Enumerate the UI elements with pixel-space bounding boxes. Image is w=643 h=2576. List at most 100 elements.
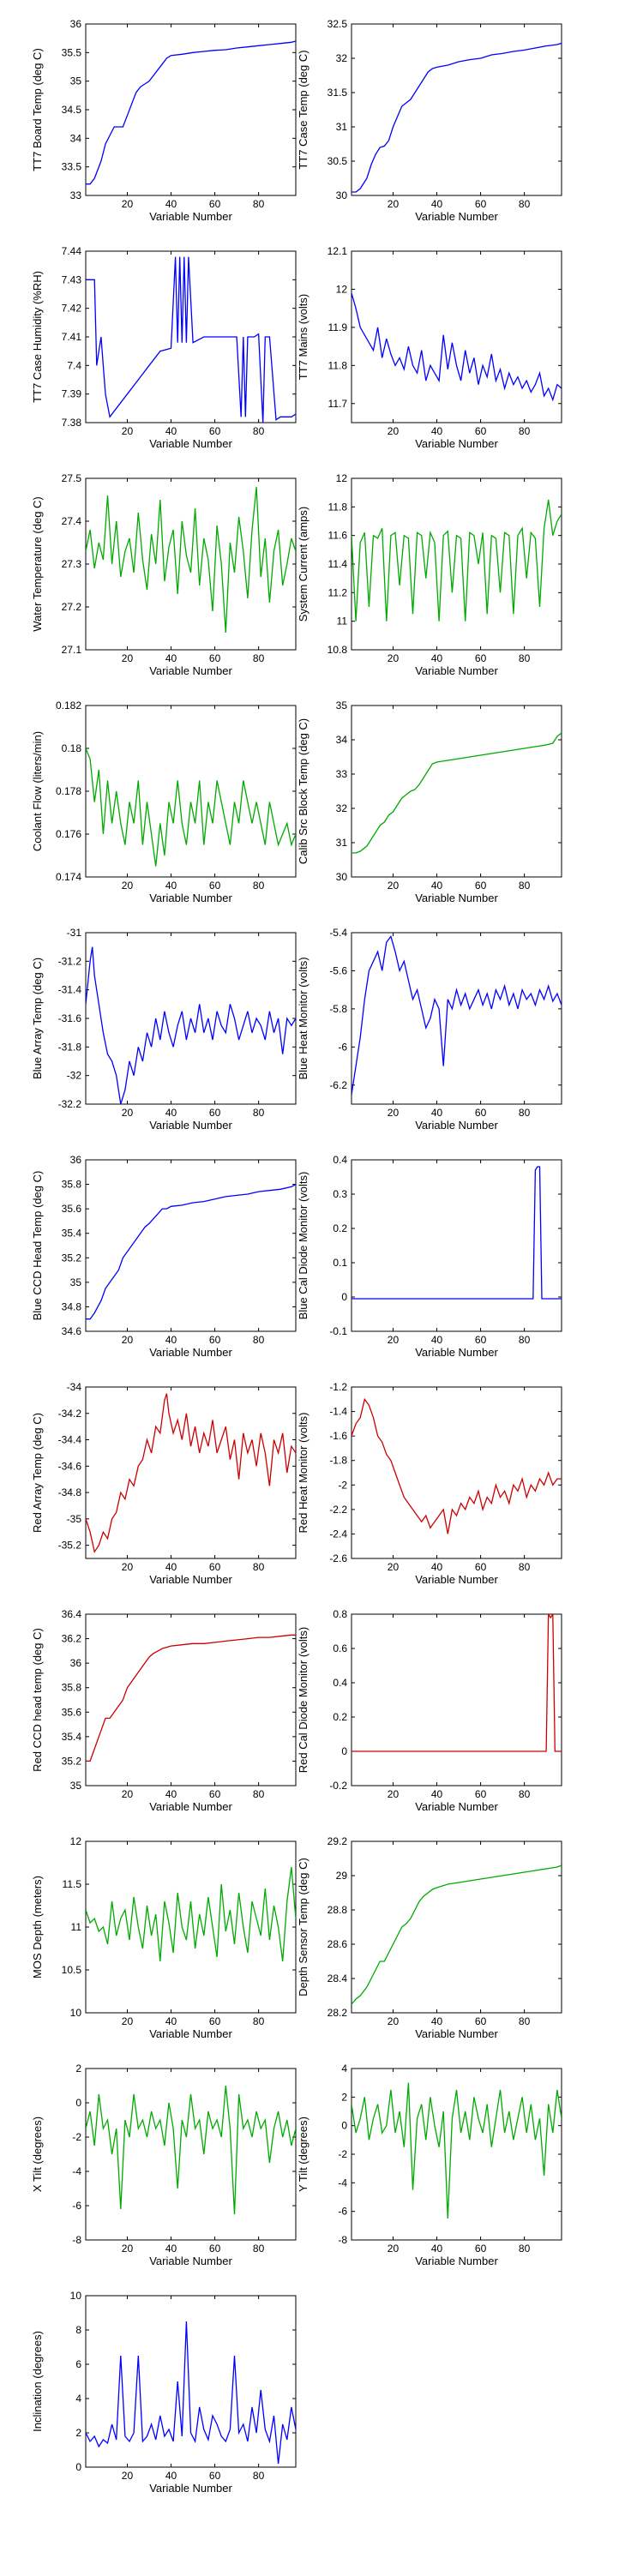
chart-7: 20 40 60 80 0.174 0.176 0.178 0.18 0.182 Variable… (31, 700, 297, 904)
plot-area (85, 250, 297, 423)
y-tick-label: -8 (72, 2234, 81, 2246)
y-tick-label: 4 (75, 2393, 81, 2405)
x-tick-label: 60 (209, 2470, 221, 2482)
y-tick-label: 36 (70, 1657, 82, 1669)
x-tick-label: 80 (253, 1561, 265, 1573)
x-tick-label: 20 (122, 425, 134, 437)
chart-18: 20 40 60 80 28.2 28.4 28.6 28.8 29 29.2 Variable N… (297, 1835, 562, 2040)
y-tick-label: 11.8 (328, 359, 348, 371)
plot-area (351, 2068, 562, 2241)
y-axis-label: Water Temperature (deg C) (31, 496, 44, 632)
y-tick-label: -31 (67, 927, 82, 939)
plot-area (85, 1386, 297, 1559)
x-axis-label: Variable Number (415, 892, 498, 904)
x-axis-label: Variable Number (415, 1800, 498, 1813)
y-axis-label: Blue Cal Diode Monitor (volts) (297, 1172, 309, 1320)
y-axis-label: Depth Sensor Temp (deg C) (297, 1858, 309, 1997)
y-tick-label: 7.38 (62, 417, 82, 429)
x-tick-label: 20 (122, 198, 134, 210)
series-line (86, 256, 296, 423)
y-tick-label: 0.1 (333, 1257, 347, 1269)
x-tick-label: 60 (475, 425, 487, 437)
y-tick-label: -34 (67, 1381, 82, 1393)
y-tick-label: 27.3 (62, 558, 82, 570)
y-tick-label: 11.8 (328, 501, 348, 513)
y-tick-label: 35.2 (62, 1755, 82, 1767)
y-tick-label: 27.2 (62, 601, 82, 613)
series-line (86, 1634, 296, 1762)
x-tick-label: 60 (475, 880, 487, 892)
y-tick-label: -0.1 (329, 1325, 347, 1337)
x-tick-label: 20 (122, 652, 134, 664)
y-tick-label: -1.4 (329, 1406, 347, 1418)
y-tick-label: -5.4 (329, 927, 347, 939)
x-tick-label: 60 (475, 1334, 487, 1346)
y-tick-label: -2.4 (329, 1528, 347, 1540)
y-tick-label: 0.178 (56, 785, 81, 797)
plot-area (351, 1159, 562, 1332)
y-tick-label: 7.41 (62, 331, 82, 343)
x-axis-label: Variable Number (149, 1800, 232, 1813)
x-tick-label: 80 (519, 880, 531, 892)
plot-area (85, 2295, 297, 2468)
x-axis-label: Variable Number (149, 437, 232, 450)
y-tick-label: -8 (338, 2234, 347, 2246)
x-tick-label: 60 (475, 2015, 487, 2027)
y-tick-label: -4 (338, 2177, 347, 2189)
y-tick-label: 33.5 (62, 161, 82, 173)
x-tick-label: 60 (209, 198, 221, 210)
y-tick-label: 31.5 (328, 87, 348, 99)
y-tick-label: 12 (336, 283, 348, 295)
x-tick-label: 60 (209, 652, 221, 664)
y-tick-label: 35.2 (62, 1252, 82, 1264)
x-axis-label: Variable Number (149, 210, 232, 223)
x-tick-label: 40 (165, 1334, 177, 1346)
x-tick-label: 20 (388, 425, 400, 437)
chart-15: 20 40 60 80 35 35.2 35.4 35.6 35.8 36 36.2 36.4 Vari… (31, 1608, 297, 1813)
x-tick-label: 40 (431, 652, 443, 664)
x-tick-label: 20 (388, 1788, 400, 1800)
y-axis-label: Blue CCD Head Temp (deg C) (31, 1171, 44, 1321)
y-axis-label: Blue Heat Monitor (volts) (297, 957, 309, 1079)
y-tick-label: 11.5 (63, 1878, 82, 1890)
y-tick-label: 31 (336, 837, 348, 849)
y-tick-label: 12 (70, 1835, 82, 1847)
y-tick-label: 0.182 (56, 700, 81, 712)
y-tick-label: 12.1 (328, 245, 348, 257)
x-tick-label: 60 (209, 1561, 221, 1573)
y-tick-label: 2 (341, 2091, 347, 2103)
x-tick-label: 60 (209, 1107, 221, 1119)
y-tick-label: -4 (72, 2165, 81, 2177)
y-tick-label: 30.5 (328, 155, 348, 167)
y-tick-label: 0 (341, 1291, 347, 1303)
y-tick-label: 0 (75, 2097, 81, 2109)
y-tick-label: 35 (70, 75, 82, 87)
y-tick-label: 7.44 (62, 245, 82, 257)
y-tick-label: 35.4 (62, 1228, 82, 1240)
y-tick-label: -31.4 (58, 984, 82, 996)
y-tick-label: 35.8 (62, 1682, 82, 1694)
x-tick-label: 40 (165, 880, 177, 892)
x-tick-label: 80 (519, 2015, 531, 2027)
series-line (352, 1166, 562, 1300)
x-tick-label: 20 (122, 1788, 134, 1800)
y-tick-label: 35 (336, 700, 348, 712)
x-tick-label: 40 (431, 1334, 443, 1346)
series-line (86, 748, 296, 867)
y-tick-label: 30 (336, 871, 348, 883)
y-tick-label: 33 (336, 768, 348, 780)
x-tick-label: 60 (209, 1334, 221, 1346)
y-tick-label: 28.8 (328, 1904, 348, 1916)
x-tick-label: 40 (431, 2015, 443, 2027)
x-tick-label: 60 (475, 652, 487, 664)
x-tick-label: 80 (519, 1788, 531, 1800)
y-tick-label: 34.5 (62, 104, 82, 116)
chart-12: 20 40 60 80 -0.1 0 0.1 0.2 0.3 0.4 Variable Number… (297, 1154, 562, 1359)
x-tick-label: 20 (388, 2243, 400, 2255)
series-line (352, 292, 562, 402)
x-axis-label: Variable Number (149, 2482, 232, 2495)
y-tick-label: 0.4 (333, 1677, 347, 1689)
x-tick-label: 60 (209, 425, 221, 437)
